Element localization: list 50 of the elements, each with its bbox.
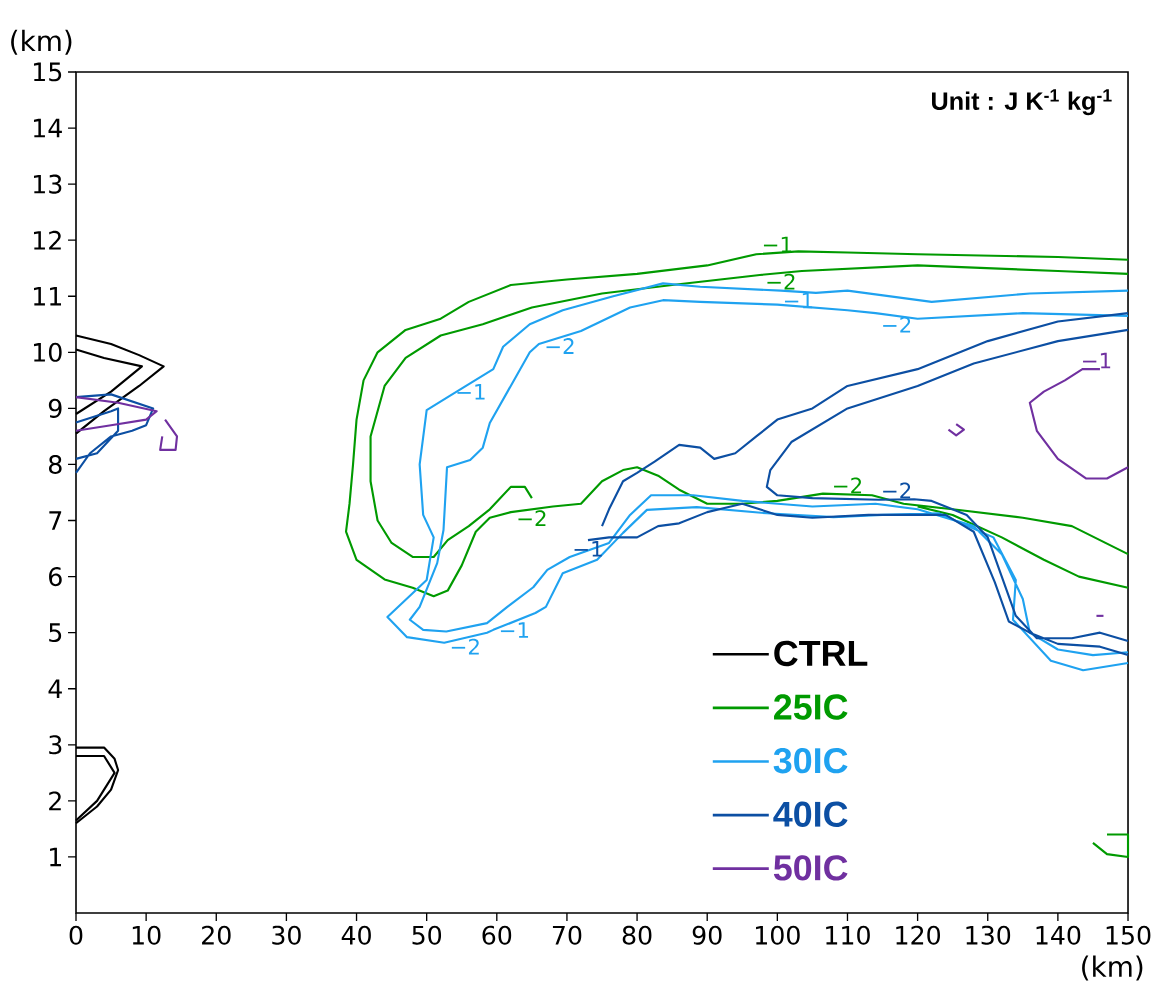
y-tick-label: 5 — [49, 623, 62, 643]
annotation: −1 — [500, 622, 529, 638]
y-tick-label: 12 — [33, 230, 61, 250]
y-axis-title: (km) — [11, 29, 72, 55]
y-tick-label: 7 — [49, 511, 62, 530]
annotation: −2 — [883, 482, 911, 499]
annotation: −2 — [451, 638, 479, 655]
x-axis-title: (km) — [1082, 955, 1143, 981]
x-tick-label: 130 — [966, 925, 1011, 945]
x-tick-label: 100 — [756, 925, 800, 945]
y-tick-label: 14 — [33, 118, 62, 138]
x-tick-label: 150 — [1106, 925, 1151, 945]
line-series — [1091, 833, 1130, 858]
x-tick-label: 60 — [482, 925, 512, 945]
y-tick-label: 8 — [48, 454, 62, 474]
y-tick-label: 3 — [49, 735, 62, 755]
y-tick-label: 1 — [50, 847, 62, 867]
x-tick-label: 10 — [132, 925, 161, 945]
y-tick-label: 11 — [33, 287, 61, 306]
x-tick-label: 50 — [412, 925, 442, 945]
y-tick-label: 4 — [48, 679, 62, 698]
y-tick-label: 2 — [49, 791, 61, 811]
x-tick-label: 30 — [272, 925, 301, 945]
legend-label: 25IC — [774, 694, 848, 720]
x-tick-label: 80 — [622, 925, 652, 945]
annotation: −1 — [457, 384, 485, 400]
x-tick-label: 20 — [202, 925, 231, 945]
x-tick-label: 110 — [826, 925, 870, 945]
x-tick-label: 120 — [896, 925, 940, 945]
annotation: −2 — [546, 338, 574, 354]
legend-label: CTRL — [774, 640, 868, 667]
annotation: −2 — [767, 273, 795, 290]
legend-label: 50IC — [773, 855, 848, 881]
annotation: −1 — [1083, 352, 1111, 369]
legend-label: 30IC — [773, 747, 848, 774]
y-tick-label: 6 — [49, 567, 62, 587]
x-tick-label: 140 — [1036, 925, 1081, 945]
annotation: −2 — [518, 510, 546, 527]
annotation: −2 — [883, 316, 911, 333]
legend-label: 40IC — [773, 801, 848, 827]
annotation: −2 — [834, 477, 862, 494]
y-tick-label: 9 — [48, 398, 62, 418]
text: Unit : J K$^{-1}$ kg$^{-1}$ — [932, 89, 1112, 116]
y-tick-label: 15 — [33, 62, 62, 82]
x-tick-label: 40 — [341, 925, 371, 945]
y-tick-label: 10 — [33, 342, 62, 362]
x-tick-label: 70 — [552, 925, 582, 945]
x-tick-label: 90 — [692, 925, 722, 945]
x-tick-label: 0 — [69, 925, 83, 945]
y-tick-label: 13 — [33, 174, 62, 194]
